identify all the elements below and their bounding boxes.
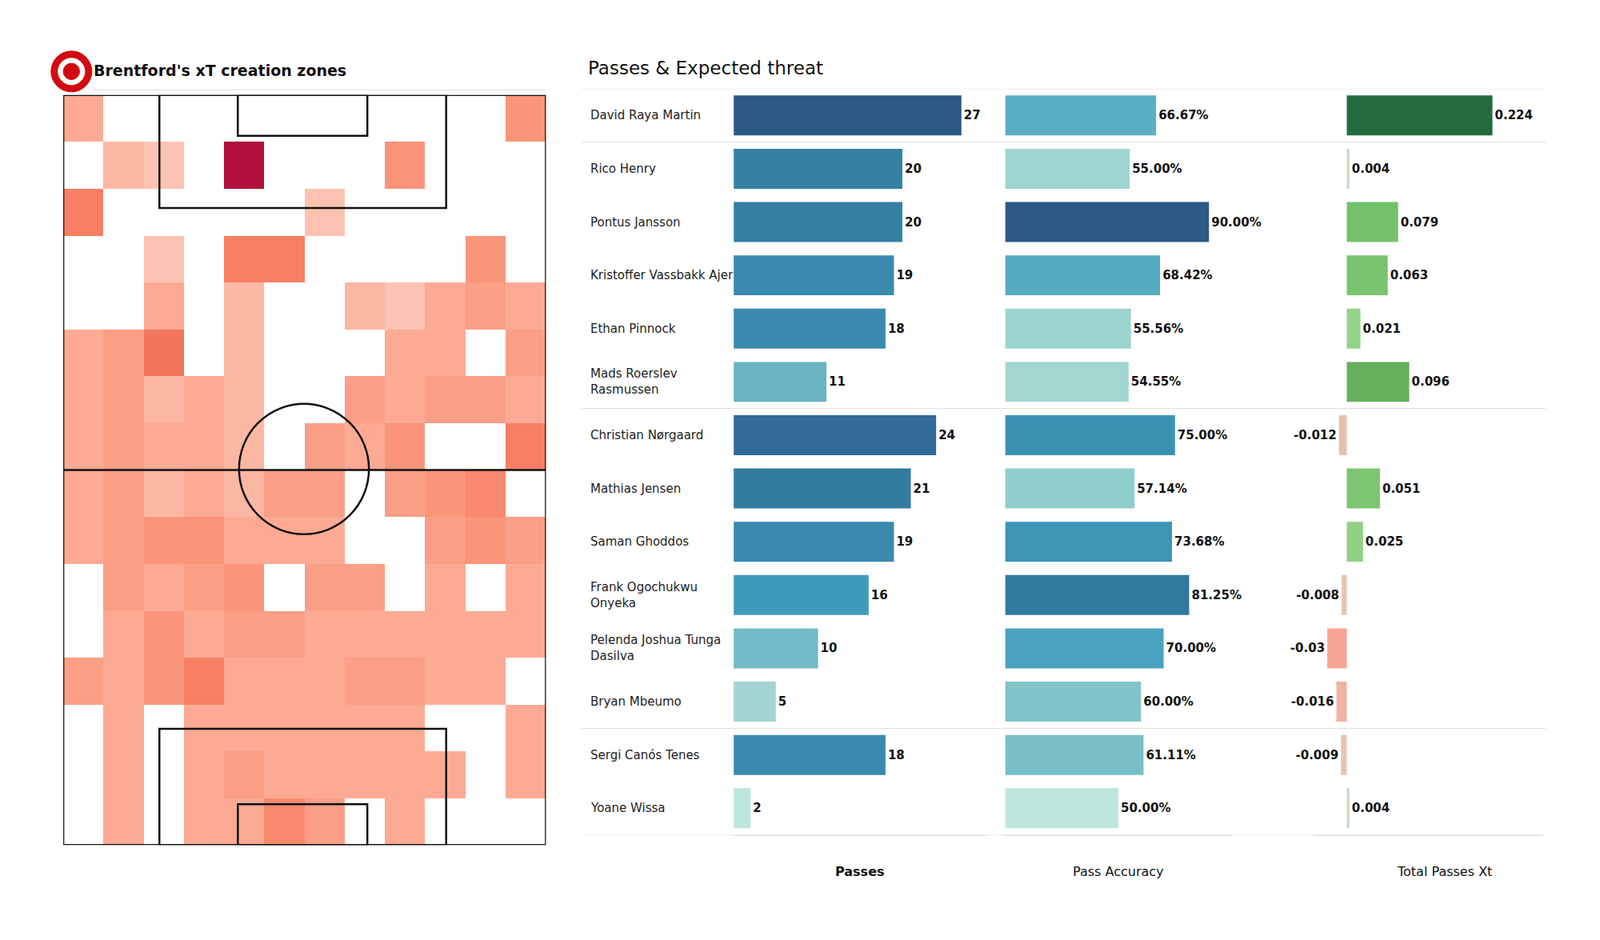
svg-text:19: 19	[896, 534, 913, 549]
svg-text:54.55%: 54.55%	[1131, 374, 1181, 389]
svg-text:Frank OgochukwuOnyeka: Frank OgochukwuOnyeka	[590, 580, 698, 611]
svg-text:Yoane Wissa: Yoane Wissa	[590, 800, 666, 816]
svg-text:0.051: 0.051	[1382, 481, 1420, 496]
svg-text:73.68%: 73.68%	[1174, 534, 1224, 549]
svg-text:16: 16	[871, 588, 888, 603]
svg-text:5: 5	[778, 694, 787, 709]
svg-text:0.004: 0.004	[1352, 800, 1390, 816]
svg-text:68.42%: 68.42%	[1162, 268, 1212, 283]
svg-text:Saman Ghoddos: Saman Ghoddos	[590, 534, 689, 549]
svg-text:Passes: Passes	[835, 864, 885, 880]
svg-text:20: 20	[904, 161, 922, 176]
svg-text:-0.008: -0.008	[1296, 588, 1340, 603]
svg-text:27: 27	[964, 108, 981, 123]
svg-text:Mads RoerslevRasmussen: Mads RoerslevRasmussen	[590, 366, 678, 397]
svg-text:21: 21	[913, 481, 931, 496]
svg-text:Pontus Jansson: Pontus Jansson	[590, 215, 681, 230]
svg-text:55.56%: 55.56%	[1133, 321, 1184, 336]
svg-text:10: 10	[820, 640, 838, 656]
svg-text:Pass Accuracy: Pass Accuracy	[1072, 864, 1164, 880]
svg-text:90.00%: 90.00%	[1211, 215, 1261, 230]
svg-text:0.004: 0.004	[1352, 161, 1390, 176]
svg-text:Rico Henry: Rico Henry	[590, 161, 656, 176]
svg-text:-0.03: -0.03	[1290, 640, 1325, 656]
svg-text:Christian Nørgaard: Christian Nørgaard	[590, 428, 704, 443]
svg-text:57.14%: 57.14%	[1136, 481, 1187, 496]
svg-text:Pelenda Joshua TungaDasilva: Pelenda Joshua TungaDasilva	[590, 632, 721, 664]
svg-text:19: 19	[896, 268, 913, 283]
svg-text:Total Passes Xt: Total Passes Xt	[1396, 864, 1492, 880]
svg-text:0.025: 0.025	[1365, 534, 1404, 549]
svg-text:61.11%: 61.11%	[1145, 748, 1196, 763]
svg-text:2: 2	[752, 800, 761, 816]
svg-text:0.096: 0.096	[1412, 374, 1450, 389]
svg-text:70.00%: 70.00%	[1166, 640, 1216, 656]
svg-text:David Raya Martin: David Raya Martin	[590, 108, 701, 123]
svg-text:0.224: 0.224	[1495, 108, 1533, 123]
svg-text:Passes & Expected threat: Passes & Expected threat	[588, 57, 824, 79]
svg-text:0.063: 0.063	[1390, 268, 1428, 283]
svg-text:Ethan Pinnock: Ethan Pinnock	[590, 321, 676, 336]
svg-text:18: 18	[888, 748, 905, 763]
svg-text:-0.009: -0.009	[1296, 748, 1340, 763]
svg-text:60.00%: 60.00%	[1143, 694, 1193, 709]
svg-text:Sergi Canós Tenes: Sergi Canós Tenes	[590, 748, 700, 763]
svg-text:24: 24	[938, 428, 956, 443]
svg-text:20: 20	[904, 215, 922, 230]
svg-text:Kristoffer Vassbakk Ajer: Kristoffer Vassbakk Ajer	[590, 268, 734, 283]
svg-text:0.079: 0.079	[1400, 215, 1439, 230]
svg-text:0.021: 0.021	[1363, 321, 1401, 336]
svg-text:81.25%: 81.25%	[1191, 588, 1241, 603]
svg-text:66.67%: 66.67%	[1158, 108, 1208, 123]
svg-text:75.00%: 75.00%	[1177, 428, 1228, 443]
svg-text:11: 11	[828, 374, 846, 389]
svg-text:55.00%: 55.00%	[1132, 161, 1182, 176]
svg-text:50.00%: 50.00%	[1120, 800, 1171, 816]
svg-text:18: 18	[888, 321, 905, 336]
svg-text:Mathias Jensen: Mathias Jensen	[590, 481, 681, 496]
svg-text:Bryan Mbeumo: Bryan Mbeumo	[590, 694, 682, 709]
svg-text:-0.012: -0.012	[1293, 428, 1337, 443]
svg-text:-0.016: -0.016	[1291, 694, 1335, 709]
svg-text:Brentford's xT creation zones: Brentford's xT creation zones	[93, 61, 347, 80]
